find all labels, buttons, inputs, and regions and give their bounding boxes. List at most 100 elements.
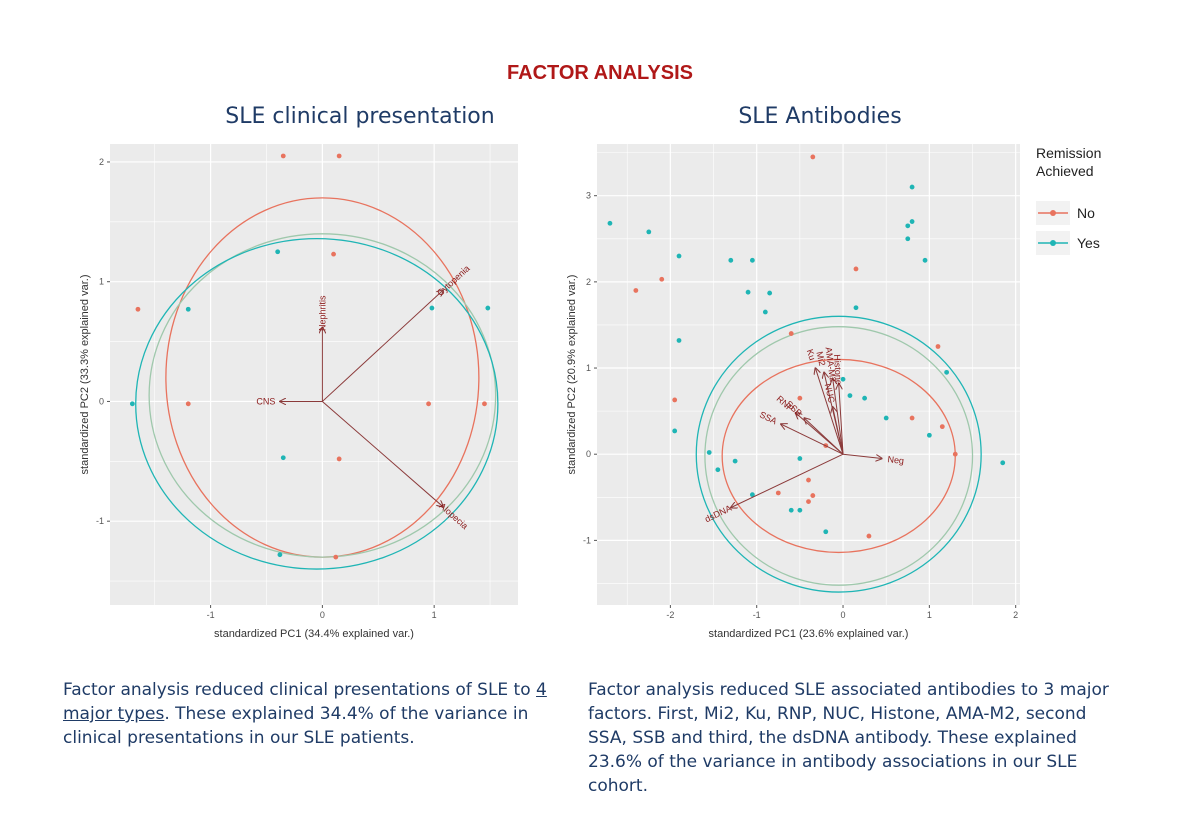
- right-loading-label: NUC: [823, 383, 837, 405]
- left-point-yes: [280, 455, 286, 461]
- right-point-yes: [646, 229, 652, 235]
- left-y-tick-label: 0: [99, 396, 104, 406]
- left-point-no: [482, 401, 487, 407]
- right-point-yes: [715, 467, 721, 473]
- right-x-axis-label: standardized PC1 (23.6% explained var.): [709, 628, 909, 640]
- right-point-yes: [922, 257, 928, 263]
- right-point-no: [853, 266, 859, 272]
- right-point-yes: [1000, 460, 1006, 466]
- left-point-no: [331, 251, 336, 257]
- right-x-tick-label: 1: [927, 610, 932, 620]
- right-loading-arrow: [833, 378, 844, 455]
- right-point-yes: [797, 507, 803, 513]
- right-loading-label: Mi2: [814, 351, 827, 367]
- right-point-yes: [909, 219, 915, 224]
- right-caption: Factor analysis reduced SLE associated a…: [588, 680, 1109, 796]
- right-point-yes: [905, 236, 911, 242]
- right-point-yes: [797, 456, 803, 461]
- right-point-yes: [706, 450, 712, 455]
- right-x-tick-label: -1: [753, 610, 761, 620]
- right-loading-label: Neg: [887, 454, 905, 466]
- left-y-tick-label: 2: [99, 157, 104, 167]
- right-y-tick-label: 0: [586, 449, 591, 459]
- right-point-yes: [840, 376, 846, 382]
- left-point-no: [333, 554, 339, 560]
- right-point-yes: [788, 507, 794, 513]
- right-loading-label: Histone: [832, 354, 844, 385]
- left-point-no: [336, 153, 342, 159]
- right-point-no: [806, 477, 811, 483]
- right-y-tick-label: 1: [586, 363, 591, 373]
- right-point-yes: [847, 393, 853, 399]
- right-point-yes: [862, 395, 868, 401]
- right-y-tick-label: -1: [583, 535, 591, 545]
- right-point-yes: [676, 338, 682, 343]
- left-point-no: [280, 153, 286, 159]
- right-loading-arrow: [815, 368, 844, 455]
- right-loading-arrow: [842, 453, 882, 458]
- right-point-no: [788, 331, 794, 336]
- right-point-no: [659, 276, 665, 282]
- right-point-no: [866, 533, 872, 539]
- legend-key-yes-point: [1050, 240, 1056, 246]
- right-point-yes: [883, 415, 889, 421]
- left-point-yes: [275, 249, 281, 255]
- left-y-tick-label: 1: [99, 277, 104, 287]
- right-point-no: [810, 154, 816, 160]
- left-ellipse-yes: [135, 237, 499, 570]
- right-plot-background: [597, 144, 1020, 605]
- right-x-tick-label: -2: [666, 610, 674, 620]
- left-x-tick-label: -1: [207, 610, 215, 620]
- left-point-yes: [277, 552, 283, 558]
- right-point-yes: [728, 257, 734, 263]
- left-y-tick-label: -1: [96, 516, 104, 526]
- right-point-no: [806, 499, 811, 504]
- right-loading-arrow: [833, 407, 844, 455]
- legend-key-no-point: [1050, 210, 1056, 216]
- left-point-yes: [185, 306, 191, 312]
- right-point-yes: [607, 220, 613, 226]
- left-loading-arrow: [322, 290, 443, 402]
- right-point-yes: [905, 223, 911, 229]
- right-point-yes: [909, 184, 915, 190]
- left-caption-part2: . These explained 34.4% of the variance …: [63, 704, 529, 748]
- left-point-yes: [429, 305, 435, 311]
- left-chart-title: SLE clinical presentation: [225, 104, 495, 129]
- right-point-yes: [749, 492, 755, 498]
- left-point-no: [426, 401, 431, 407]
- right-loading-label: Ku: [805, 348, 818, 362]
- left-loading-label: CNS: [256, 396, 275, 406]
- right-loading-arrow: [731, 453, 844, 507]
- right-loading-arrow: [839, 384, 844, 455]
- right-loading-label: AMA-M2: [823, 346, 838, 382]
- right-point-no: [810, 493, 816, 498]
- left-point-no: [185, 401, 191, 407]
- right-point-yes: [745, 289, 751, 295]
- left-point-no: [135, 306, 141, 312]
- right-point-yes: [672, 428, 678, 434]
- right-point-no: [797, 395, 803, 401]
- right-ellipse-mid: [704, 326, 974, 586]
- right-chart: -2 -1 0 1 2 -1 0 1 2 3 standardized PC1 (23.6% exp…: [566, 144, 1020, 640]
- right-y-tick-label: 2: [586, 277, 591, 287]
- right-point-no: [935, 344, 941, 349]
- right-ellipse-yes: [695, 315, 982, 593]
- right-x-tick-label: 2: [1013, 610, 1018, 620]
- left-point-yes: [129, 401, 135, 407]
- right-point-no: [909, 415, 915, 421]
- left-loading-arrow: [322, 401, 443, 506]
- page-title: FACTOR ANALYSIS: [507, 62, 693, 84]
- left-y-axis-label: standardized PC2 (33.3% explained var.): [79, 275, 91, 475]
- legend: Remission Achieved No Yes: [1036, 145, 1101, 255]
- right-point-yes: [762, 309, 768, 315]
- right-point-yes: [926, 432, 932, 438]
- left-caption: Factor analysis reduced clinical present…: [63, 678, 563, 750]
- legend-label-yes: Yes: [1077, 235, 1100, 251]
- right-point-yes: [676, 253, 682, 259]
- left-point-no: [336, 456, 342, 462]
- right-point-no: [775, 490, 781, 496]
- left-loading-label: Nephritis: [317, 295, 327, 331]
- left-caption-underlined: 4 major types: [63, 680, 547, 724]
- right-point-yes: [767, 290, 773, 296]
- right-point-no: [939, 424, 945, 430]
